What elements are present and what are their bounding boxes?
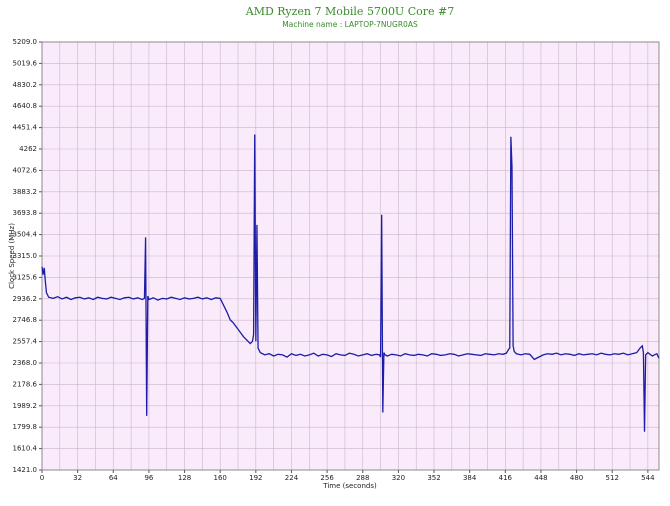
- x-tick-label: 288: [356, 474, 369, 482]
- y-tick-label: 3883.2: [13, 188, 38, 196]
- x-tick-label: 416: [499, 474, 513, 482]
- x-axis-label: Time (seconds): [322, 482, 377, 490]
- x-tick-label: 0: [40, 474, 44, 482]
- x-tick-label: 448: [534, 474, 547, 482]
- y-tick-label: 1421.0: [13, 466, 38, 474]
- y-tick-label: 4830.2: [13, 81, 38, 89]
- x-tick-label: 512: [606, 474, 619, 482]
- x-tick-label: 128: [178, 474, 191, 482]
- y-tick-label: 2557.4: [13, 338, 38, 346]
- y-tick-label: 4451.4: [13, 124, 38, 132]
- y-tick-label: 1610.4: [13, 445, 38, 453]
- y-tick-label: 4072.6: [13, 166, 38, 174]
- x-tick-label: 256: [320, 474, 334, 482]
- x-tick-label: 224: [285, 474, 299, 482]
- x-tick-label: 544: [641, 474, 655, 482]
- x-tick-label: 320: [392, 474, 405, 482]
- y-tick-label: 4262: [19, 145, 37, 153]
- y-tick-label: 3125.6: [13, 273, 38, 281]
- x-tick-label: 384: [463, 474, 477, 482]
- y-tick-label: 2178.6: [13, 380, 38, 388]
- y-tick-label: 3504.4: [13, 231, 38, 239]
- y-tick-label: 3693.8: [13, 209, 38, 217]
- chart-title: AMD Ryzen 7 Mobile 5700U Core #7: [245, 5, 454, 18]
- y-tick-label: 5209.0: [13, 38, 38, 46]
- y-tick-label: 2368.0: [13, 359, 38, 367]
- data-line: [41, 134, 660, 432]
- x-tick-label: 96: [144, 474, 153, 482]
- y-tick-label: 3315.0: [13, 252, 38, 260]
- x-tick-label: 352: [427, 474, 440, 482]
- y-axis-label: Clock Speed (MHz): [8, 223, 16, 289]
- x-tick-label: 192: [249, 474, 262, 482]
- x-tick-label: 32: [73, 474, 82, 482]
- x-tick-label: 160: [214, 474, 227, 482]
- x-tick-label: 480: [570, 474, 583, 482]
- y-tick-label: 4640.8: [13, 102, 38, 110]
- x-tick-label: 64: [109, 474, 118, 482]
- plot-frame: [41, 41, 660, 471]
- y-tick-label: 1799.8: [13, 423, 38, 431]
- y-tick-label: 5019.6: [13, 59, 38, 67]
- y-tick-label: 2936.2: [13, 295, 38, 303]
- y-tick-label: 1989.2: [13, 402, 38, 410]
- chart-subtitle: Machine name : LAPTOP-7NUGR0AS: [282, 20, 418, 29]
- y-tick-label: 2746.8: [13, 316, 38, 324]
